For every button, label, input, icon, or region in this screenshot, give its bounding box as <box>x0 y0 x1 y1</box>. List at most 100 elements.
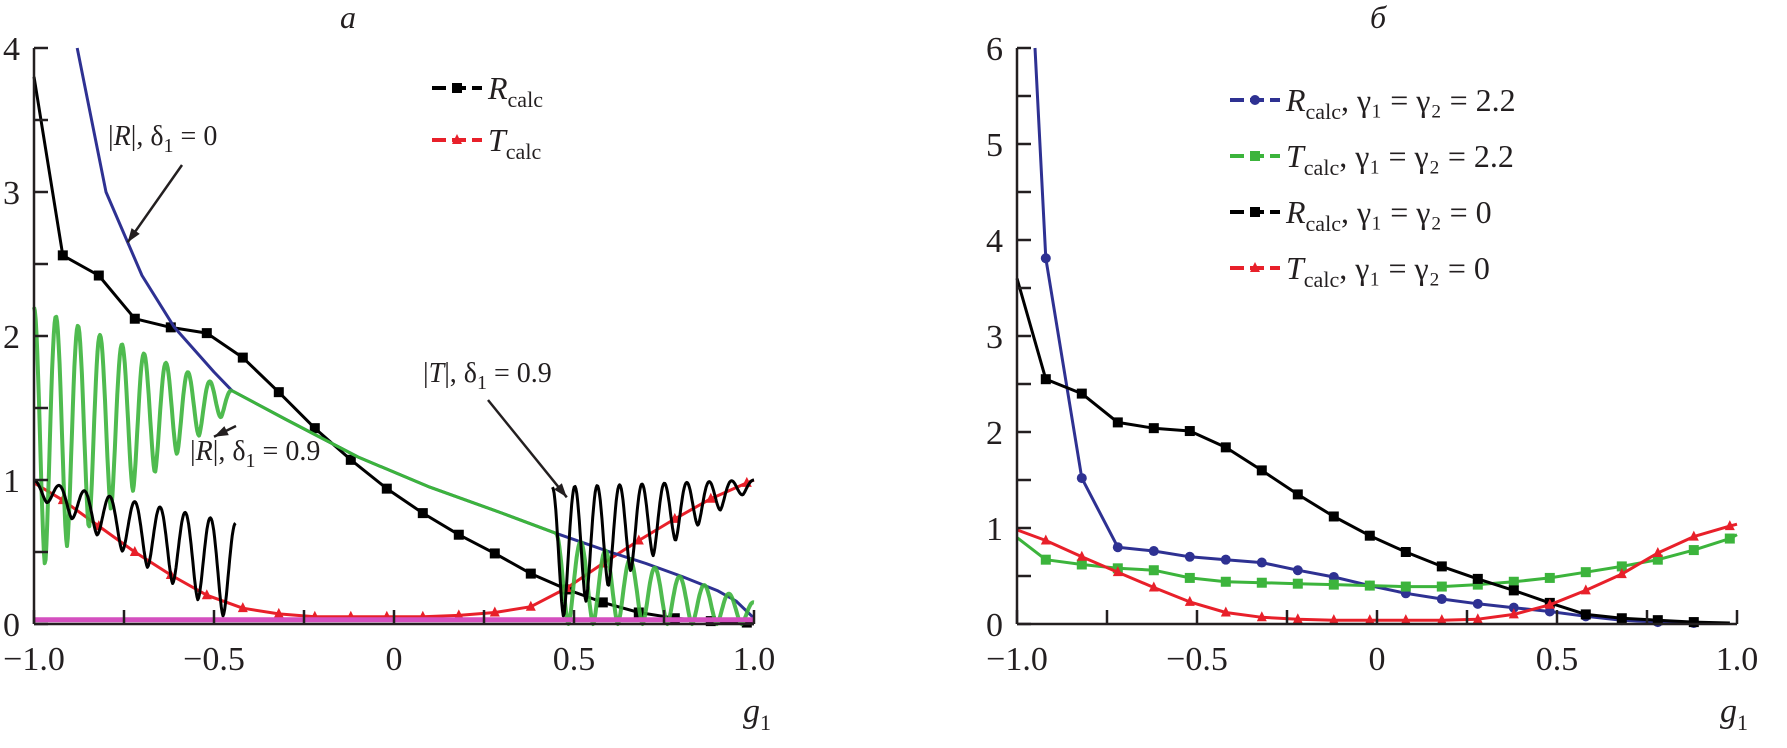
x-tick-label: −1.0 <box>986 641 1048 678</box>
data-point-triangle <box>1328 614 1339 625</box>
series-2 <box>1015 277 1730 628</box>
data-point-circle <box>1508 602 1519 613</box>
data-point-square <box>1436 561 1447 572</box>
y-tick-label: 1 <box>3 463 20 500</box>
series-line <box>1033 47 1730 625</box>
y-tick-label: 0 <box>3 607 20 644</box>
panel-b: б 0 1 2 3 4 5 6 −1.0 −0.5 0 0.5 1.0 Rcalc, γ₁ = γ₂ … <box>986 0 1758 735</box>
data-point-triangle <box>705 492 716 503</box>
legend-item: Tcalc <box>432 122 541 164</box>
annotation-label: |R|, δ1 = 0 <box>108 121 217 157</box>
y-tick-label: 4 <box>986 223 1003 260</box>
series-oscillation-line <box>33 478 237 618</box>
data-point-square <box>1040 374 1051 385</box>
data-point-triangle <box>1112 566 1123 577</box>
data-point-triangle <box>129 546 140 556</box>
annotation-arrow <box>126 164 184 244</box>
series-1 <box>1016 533 1738 592</box>
data-point-triangle <box>1076 550 1087 561</box>
series-4 <box>33 478 755 618</box>
data-point-square <box>345 454 356 465</box>
data-point-square <box>1184 426 1195 437</box>
data-point-triangle <box>201 589 212 600</box>
data-point-triangle <box>1220 606 1231 617</box>
data-point-triangle <box>1508 608 1519 619</box>
data-point-square <box>1256 465 1267 476</box>
data-point-square <box>1328 511 1339 522</box>
x-tick-label: 0 <box>1369 641 1386 678</box>
y-tick-label: 2 <box>3 319 20 356</box>
arrow-head-icon <box>554 483 567 498</box>
data-point-square <box>1652 615 1663 626</box>
data-point-circle <box>1184 551 1195 562</box>
data-point-square <box>1112 417 1123 428</box>
data-point-square <box>309 423 320 434</box>
data-point-square <box>452 83 462 93</box>
data-point-triangle <box>525 600 536 611</box>
legend-item: Tcalc, γ₁ = γ₂ = 0 <box>1230 250 1490 292</box>
legend-label: Tcalc, γ₁ = γ₂ = 2.2 <box>1286 138 1514 180</box>
data-point-square <box>1220 442 1231 453</box>
data-point-square <box>1328 579 1339 590</box>
data-point-circle <box>1220 554 1231 565</box>
data-point-square <box>1076 559 1087 570</box>
data-point-circle <box>1112 542 1123 553</box>
data-point-square <box>1616 613 1627 624</box>
y-tick-label: 6 <box>986 31 1003 68</box>
series-line <box>231 389 557 535</box>
panel-a-legend: Rcalc Tcalc <box>432 70 543 164</box>
data-point-triangle <box>1250 262 1260 272</box>
data-point-square <box>1616 561 1627 572</box>
panel-a-axes: 0 1 2 3 4 −1.0 −0.5 0 0.5 1.0 <box>3 31 775 678</box>
data-point-square <box>1292 578 1303 589</box>
series-oscillation-line <box>32 306 234 566</box>
data-point-square <box>1472 579 1483 590</box>
annotation-label: |T|, δ1 = 0.9 <box>423 358 552 394</box>
legend-label: Rcalc, γ₁ = γ₂ = 0 <box>1285 194 1492 236</box>
data-point-circle <box>1292 565 1303 576</box>
data-point-square <box>1148 565 1159 576</box>
annotation-arrow <box>487 399 568 499</box>
x-tick-label: 0 <box>386 641 403 678</box>
data-point-square <box>597 597 608 608</box>
data-point-circle <box>1076 473 1087 484</box>
panel-b-legend: Rcalc, γ₁ = γ₂ = 2.2 Tcalc, γ₁ = γ₂ = 2.2… <box>1230 82 1516 292</box>
arrow-head-icon <box>127 228 140 243</box>
data-point-square <box>1436 581 1447 592</box>
x-tick-label: −1.0 <box>3 641 65 678</box>
data-point-square <box>237 352 248 363</box>
data-point-triangle <box>1616 568 1627 579</box>
data-point-square <box>1364 580 1375 591</box>
data-point-square <box>1580 609 1591 620</box>
data-point-triangle <box>1580 584 1591 595</box>
data-point-triangle <box>1256 611 1267 622</box>
data-point-square <box>165 322 176 333</box>
legend-label: Tcalc <box>488 122 541 164</box>
arrow-head-icon <box>214 426 229 437</box>
data-point-triangle <box>273 607 284 618</box>
data-point-triangle <box>1472 613 1483 624</box>
data-point-square <box>93 270 104 281</box>
data-point-circle <box>1544 606 1555 617</box>
annotation-R0: |R|, δ1 = 0 <box>108 121 217 244</box>
panel-a: а 0 1 2 3 4 −1.0 −0.5 0 0.5 1.0 Rcalc Tcalc |R|, δ… <box>3 0 775 735</box>
series-oscillation-line <box>551 478 755 618</box>
series-3 <box>32 306 756 626</box>
legend-item: Rcalc, γ₁ = γ₂ = 2.2 <box>1230 82 1516 124</box>
panel-b-curves <box>1015 47 1738 629</box>
data-point-circle <box>1436 594 1447 605</box>
x-tick-label: 1.0 <box>1716 641 1759 678</box>
data-point-triangle <box>1400 614 1411 625</box>
annotation-label: |R|, δ1 = 0.9 <box>190 436 320 472</box>
data-point-triangle <box>1364 614 1375 625</box>
y-tick-label: 0 <box>986 607 1003 644</box>
data-point-square <box>1688 545 1699 556</box>
series-0 <box>32 76 755 628</box>
data-point-triangle <box>1148 581 1159 592</box>
legend-item: Tcalc, γ₁ = γ₂ = 2.2 <box>1230 138 1514 180</box>
data-point-square <box>1076 388 1087 399</box>
data-point-triangle <box>452 134 462 144</box>
data-point-triangle <box>1688 530 1699 541</box>
data-point-square <box>1040 554 1051 565</box>
